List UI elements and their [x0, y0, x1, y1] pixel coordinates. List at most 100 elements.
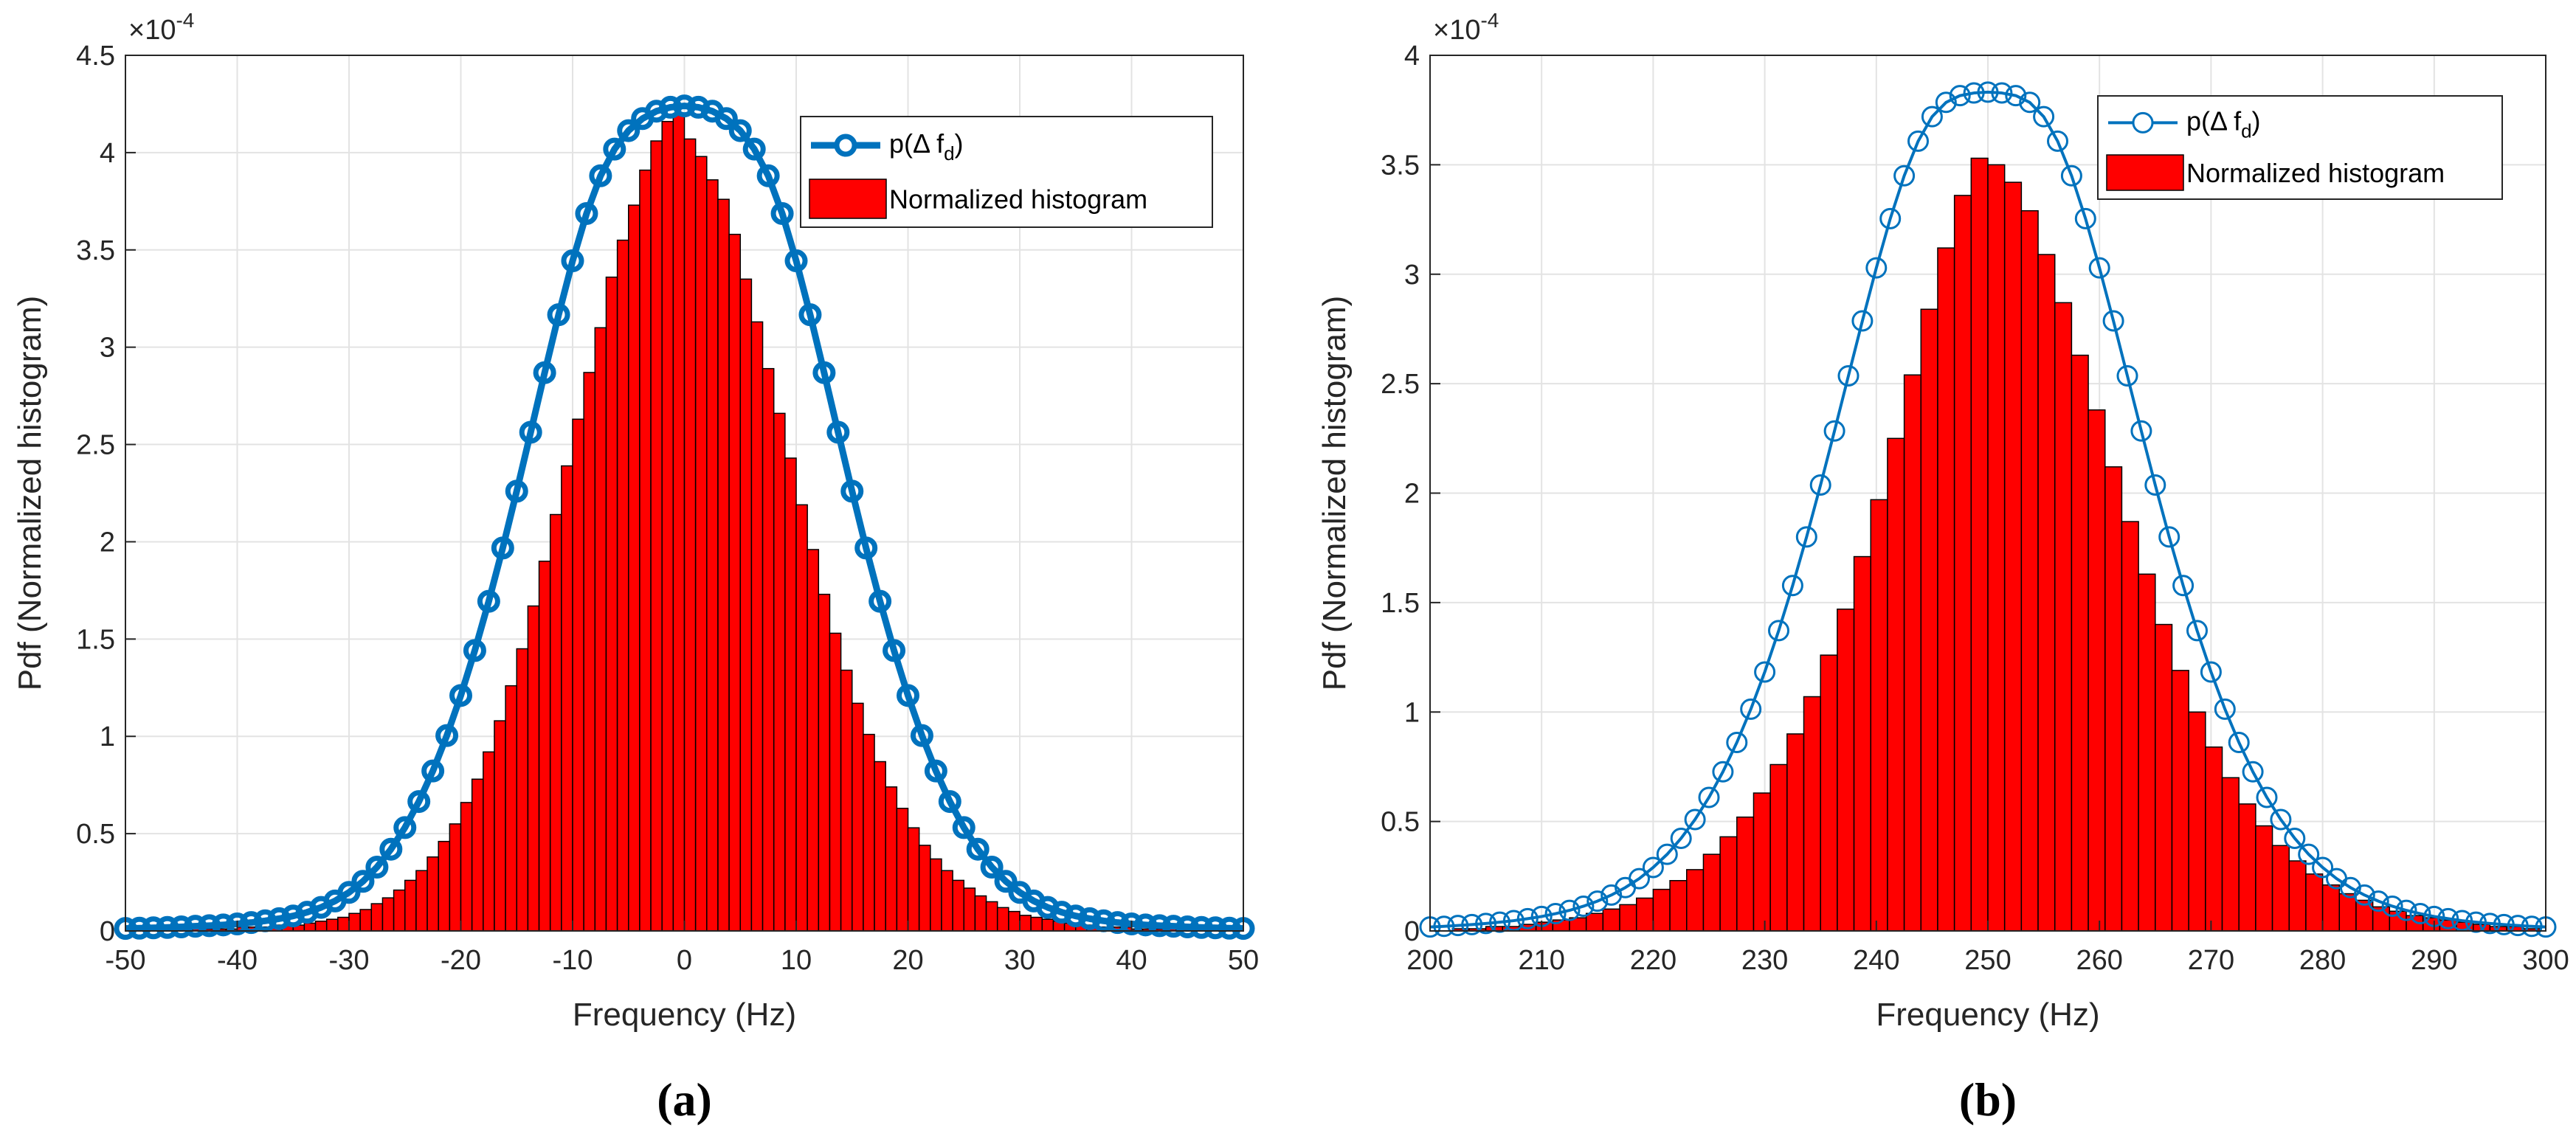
pdf-curve-marker: [1133, 913, 1157, 937]
pdf-curve-marker: [938, 790, 961, 814]
panel-a: -50 -40 -30 -20 -10 0 10 20 30 40 50 0 0.5 1 1.5 2 2.5 3…: [12, 9, 1259, 1126]
pdf-curve-marker: [1433, 915, 1455, 938]
pdf-curve-marker: [2437, 907, 2459, 929]
pdf-curve-marker: [1218, 916, 1241, 940]
histogram-bar: [1987, 164, 2006, 932]
histogram-bar: [471, 778, 484, 932]
legend-curve-marker: [834, 134, 857, 157]
histogram-bar: [2305, 873, 2324, 932]
pdf-curve-marker: [1712, 761, 1734, 783]
pdf-curve-marker: [156, 915, 179, 939]
histogram-bar: [1619, 904, 1637, 932]
pdf-curve-marker: [1795, 526, 1817, 548]
pdf-curve-marker: [533, 361, 556, 384]
histogram-bar: [818, 593, 831, 932]
histogram-bar: [1753, 792, 1771, 932]
pdf-curve-marker: [2130, 420, 2152, 442]
histogram-bar: [427, 856, 439, 932]
histogram-bar: [2238, 803, 2256, 932]
histogram-bar: [1820, 654, 1838, 932]
panel-b-caption-close-paren: ): [2001, 1073, 2017, 1126]
pdf-curve-marker: [603, 137, 626, 161]
histogram-bar: [605, 276, 618, 932]
y-tick-label: 4: [1404, 41, 1420, 72]
y-tick-label: 0: [1404, 916, 1420, 947]
pdf-curve-marker: [1642, 856, 1664, 879]
y-tick-label: 3: [100, 333, 115, 364]
pdf-curve-marker: [519, 420, 542, 444]
histogram-bar: [393, 889, 406, 932]
histogram-bar: [1030, 916, 1043, 932]
pdf-curve-marker: [198, 914, 221, 938]
histogram-bar: [1903, 374, 1922, 932]
pdf-curve-marker: [2409, 903, 2431, 925]
histogram-bar: [1803, 696, 1821, 932]
pdf-curve-marker: [142, 916, 165, 940]
histogram-bar: [348, 912, 361, 932]
histogram-bar: [628, 204, 640, 932]
histogram-bar: [2288, 860, 2307, 932]
histogram-bar: [852, 702, 864, 932]
pdf-curve-marker: [2242, 761, 2264, 783]
pdf-curve-marker: [2047, 130, 2068, 152]
pdf-curve-marker: [2521, 915, 2543, 938]
panel-b-pdf-curve: [1419, 81, 2557, 938]
pdf-curve-marker: [840, 479, 864, 503]
histogram-bar: [2321, 884, 2341, 932]
histogram-bar: [2338, 893, 2357, 932]
histogram-bar: [1920, 308, 1938, 932]
pdf-curve-marker: [267, 907, 291, 930]
panel-a-legend-curve-label: p(Δ fd): [889, 128, 964, 164]
y-tick-label: 1: [100, 721, 115, 752]
histogram-bar: [907, 827, 920, 932]
pdf-curve-marker: [910, 724, 933, 747]
histogram-bar: [918, 845, 931, 932]
legend-curve-marker: [2132, 111, 2154, 134]
y-tick-label: 4: [100, 138, 115, 169]
histogram-bar: [1953, 195, 1972, 932]
pdf-curve-marker: [1656, 843, 1678, 865]
histogram-bar: [2205, 746, 2223, 932]
histogram-bar: [2155, 623, 2173, 932]
panel-b-y-axis-label: Pdf (Normalized histogram): [1316, 296, 1353, 691]
histogram-bar: [807, 549, 820, 932]
histogram-bar: [370, 903, 384, 932]
pdf-curve-marker: [2367, 890, 2389, 912]
histogram-bar: [359, 909, 373, 932]
histogram-bar: [1702, 853, 1721, 932]
x-tick-label: -50: [106, 945, 146, 976]
histogram-bar: [650, 140, 663, 932]
pdf-curve-marker: [2214, 698, 2236, 720]
panel-a-y-axis-label: Pdf (Normalized histogram): [12, 296, 48, 691]
histogram-bar: [1870, 499, 1888, 932]
x-tick-label: 280: [2299, 945, 2346, 976]
pdf-curve-marker: [897, 684, 919, 707]
pdf-curve-marker: [561, 249, 584, 273]
y-tick-label: 0.5: [1381, 807, 1420, 838]
histogram-bar: [896, 808, 909, 932]
pdf-curve-marker: [2033, 105, 2055, 128]
histogram-bar: [952, 879, 964, 932]
panel-a-histogram-bars: [181, 113, 1200, 932]
pdf-curve-marker: [2116, 364, 2138, 387]
panel-b-caption: (b): [1959, 1073, 2017, 1126]
histogram-bar: [2221, 777, 2240, 932]
pdf-curve-marker: [226, 912, 249, 936]
pdf-curve-marker: [1175, 915, 1199, 938]
pdf-curve-marker: [1768, 620, 1789, 642]
pdf-curve-marker: [1516, 907, 1539, 929]
x-tick-label: 250: [1964, 945, 2011, 976]
histogram-bar: [561, 465, 573, 932]
panel-a-y-multiplier: ×10-4: [128, 9, 194, 46]
pdf-curve-marker: [2493, 913, 2515, 935]
y-tick-label: 2: [100, 527, 115, 558]
histogram-bar: [2138, 573, 2156, 932]
pdf-curve-marker: [184, 915, 207, 938]
histogram-bar: [1602, 908, 1620, 932]
pdf-curve-marker: [966, 837, 990, 861]
pdf-curve-marker: [2284, 827, 2306, 849]
pdf-curve-marker: [575, 201, 598, 225]
pdf-curve-marker: [1809, 474, 1831, 496]
x-tick-label: 300: [2522, 945, 2569, 976]
histogram-bar: [494, 720, 506, 932]
